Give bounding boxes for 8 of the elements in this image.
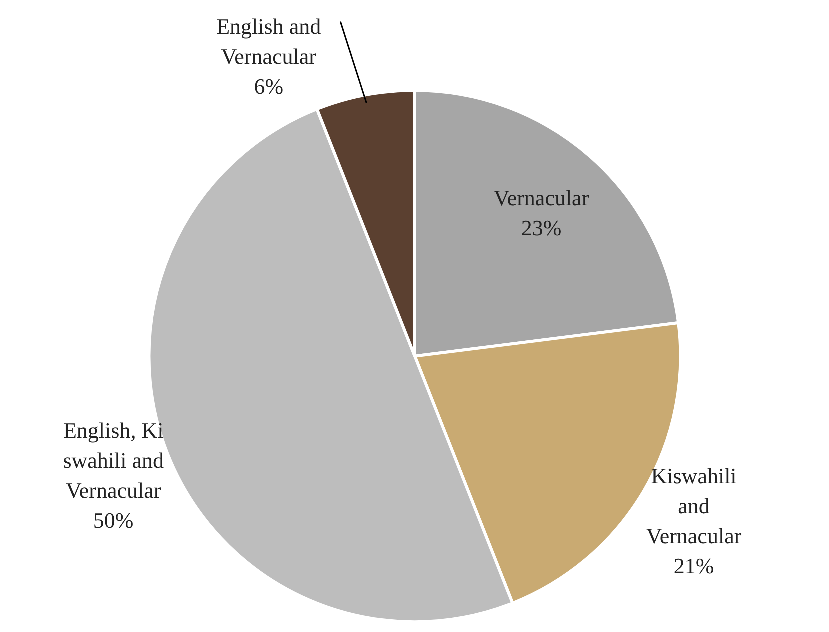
- data-label: 50%: [93, 508, 134, 534]
- slice-label: English and Vernacular: [216, 14, 322, 69]
- slice-label: English, Ki swahili and Vernacular: [63, 418, 164, 504]
- data-label: 6%: [254, 74, 284, 99]
- slice-label: Kiswahili and Vernacular: [646, 464, 742, 549]
- slice-label: Vernacular: [494, 185, 590, 210]
- data-label: 23%: [521, 215, 562, 240]
- data-label: 21%: [674, 554, 714, 579]
